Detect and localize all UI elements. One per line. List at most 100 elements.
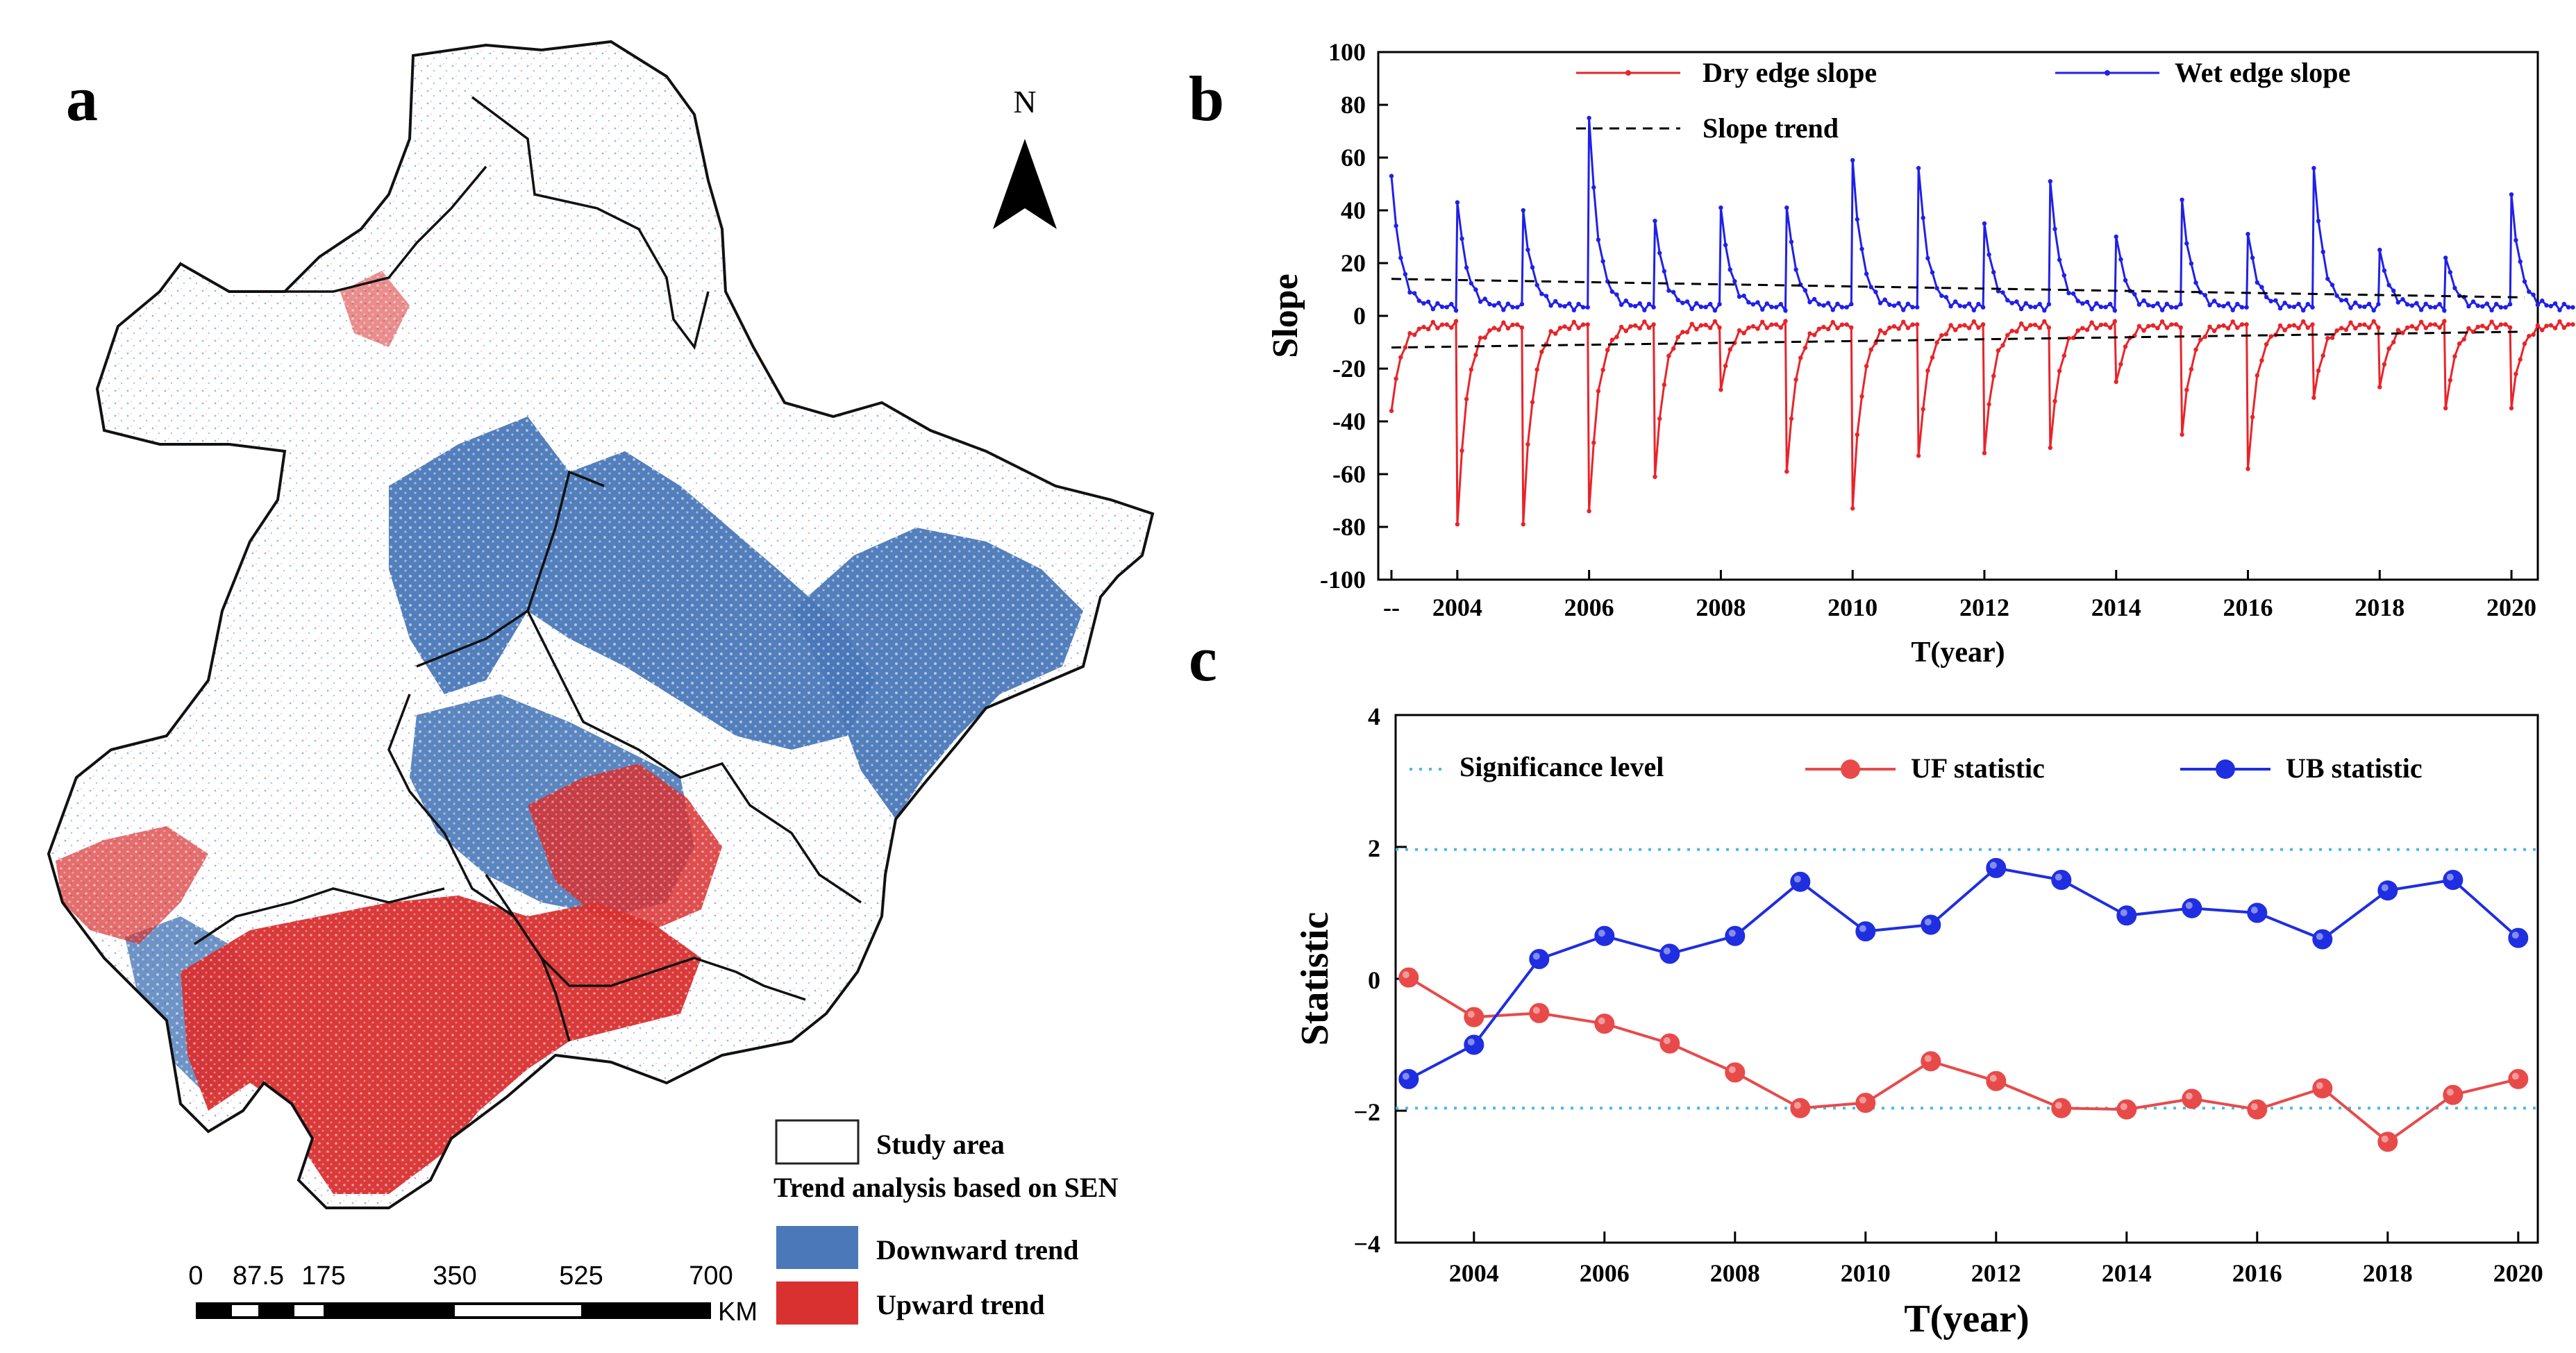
- wet-edge-slope-line-point: [1600, 259, 1605, 264]
- dry-edge-slope-line-point: [1510, 322, 1515, 328]
- dry-edge-slope-line-point: [1943, 332, 1949, 337]
- y-axis-title: Statistic: [1294, 912, 1337, 1046]
- dry-edge-slope-line-point: [2377, 385, 2382, 389]
- dry-edge-slope-line-point: [1784, 469, 1789, 474]
- wet-edge-slope-line-point: [1671, 289, 1676, 294]
- dry-edge-slope-line-point: [2296, 326, 2301, 330]
- wet-edge-slope-line-point: [1469, 280, 1473, 286]
- uf-statistic-point-highlight: [1467, 1011, 1475, 1018]
- dry-edge-slope-line-point: [1916, 453, 1921, 458]
- dry-edge-slope-line-point: [1966, 326, 1972, 330]
- dry-edge-slope-line-point: [2552, 326, 2558, 330]
- uf-statistic-point: [2377, 1132, 2398, 1152]
- wet-edge-slope-line-point: [2005, 298, 2010, 303]
- dry-edge-slope-line-point: [1718, 387, 1723, 392]
- dry-edge-slope-line-point: [1798, 355, 1803, 360]
- wet-edge-slope-line-point: [2418, 308, 2424, 312]
- ub-statistic-point: [1855, 921, 1876, 942]
- dry-edge-slope-line-point: [1825, 326, 1831, 332]
- x-tick-label: 2004: [1449, 1259, 1499, 1287]
- ub-statistic-point: [2247, 902, 2268, 923]
- dry-edge-slope-line-point: [2386, 346, 2391, 351]
- dry-edge-slope-line-point: [2316, 368, 2321, 373]
- dry-edge-slope-line-point: [1394, 376, 1398, 381]
- y-tick-label: -20: [1332, 355, 1366, 383]
- dry-edge-slope-line-point: [1980, 322, 1986, 327]
- panel-a-label: a: [66, 63, 98, 134]
- wet-edge-slope-line-point: [2325, 276, 2330, 281]
- ub-statistic-point: [2182, 898, 2202, 918]
- wet-edge-slope-line-point: [2437, 301, 2442, 307]
- wet-edge-slope-line-point: [2548, 303, 2553, 309]
- wet-edge-slope-line-point: [1539, 292, 1544, 296]
- wet-edge-slope-line-point: [2480, 304, 2485, 309]
- dry-edge-slope-line-point: [2250, 414, 2255, 419]
- ub-statistic-point-highlight: [1402, 1073, 1410, 1080]
- wet-edge-slope-line-point: [2173, 305, 2179, 310]
- wet-edge-slope-line-point: [1844, 305, 1849, 310]
- dry-edge-slope-line-point: [1793, 377, 1798, 382]
- dry-edge-slope-line-point: [2061, 353, 2066, 358]
- dry-edge-slope-line-point: [1455, 522, 1460, 527]
- dry-edge-slope-line-point: [2141, 328, 2146, 333]
- x-tick-label: 2014: [2091, 594, 2141, 621]
- map-legend: Study area Trend analysis based on SEN D…: [773, 1119, 1119, 1325]
- wet-edge-slope-line-point: [1732, 279, 1737, 284]
- scale-unit: KM: [718, 1297, 758, 1327]
- dry-edge-slope-line-point: [2330, 335, 2335, 340]
- ub-statistic-point: [2051, 870, 2072, 890]
- wet-edge-slope-line-point: [2311, 166, 2316, 171]
- dry-edge-slope-line-point: [2080, 326, 2085, 330]
- dry-edge-slope-line-point: [2457, 341, 2462, 346]
- wet-edge-slope-line-point: [1987, 252, 1991, 257]
- dry-edge-slope-line-point: [1567, 326, 1572, 331]
- dry-edge-slope-line-point: [2071, 335, 2076, 340]
- wet-edge-slope-line-point: [1657, 251, 1662, 255]
- wet-edge-slope-line-point: [1662, 269, 1666, 274]
- dry-edge-slope-line-point: [1896, 326, 1901, 331]
- wet-edge-slope-line-point: [2316, 219, 2321, 224]
- wet-edge-slope-line-point: [1567, 301, 1572, 306]
- dry-edge-slope-line-point: [1623, 328, 1628, 333]
- uf-statistic-point-highlight: [1532, 1007, 1540, 1014]
- wet-edge-slope-line-point: [2046, 302, 2052, 307]
- y-tick-label: 0: [1368, 966, 1380, 994]
- study-area-map: [47, 40, 1155, 1209]
- dry-edge-slope-line-point: [1439, 322, 1445, 327]
- wet-edge-slope-line-point: [2141, 298, 2146, 303]
- dry-edge-slope-line-point: [2136, 323, 2142, 328]
- dry-edge-slope-line-point: [2216, 324, 2221, 329]
- wet-edge-slope-line-point: [1398, 255, 1403, 260]
- wet-edge-slope-line-point: [1515, 305, 1520, 310]
- ub-statistic-point-highlight: [1532, 952, 1540, 960]
- uf-statistic-point-highlight: [2381, 1135, 2389, 1143]
- dry-edge-slope-line-point: [2169, 322, 2174, 327]
- wet-edge-slope-line-point: [1773, 305, 1779, 310]
- wet-edge-slope-line-point: [1591, 185, 1596, 190]
- wet-edge-slope-line-point: [2395, 300, 2400, 305]
- wet-edge-slope-line-point: [2566, 305, 2571, 310]
- wet-edge-slope-line-point: [2400, 296, 2405, 302]
- x-tick-label: 2006: [1580, 1259, 1630, 1287]
- ub-statistic-point-highlight: [2250, 907, 2258, 914]
- dry-edge-slope-line-point: [2418, 319, 2424, 324]
- dry-edge-slope-line-point: [1530, 400, 1535, 405]
- wet-edge-slope-line-point: [1737, 294, 1742, 299]
- dry-edge-slope-line-point: [2301, 319, 2306, 324]
- legend-trend-label: Slope trend: [1703, 112, 1839, 144]
- dry-edge-slope-line-point: [1653, 474, 1657, 479]
- wet-edge-slope-line-point: [2071, 291, 2076, 296]
- dry-edge-slope-line-point: [1882, 330, 1887, 336]
- dry-edge-slope-line-point: [2484, 326, 2490, 331]
- dry-edge-slope-line-point: [2282, 328, 2287, 333]
- wet-edge-slope-line-point: [1760, 307, 1765, 312]
- wet-edge-slope-line-point: [2042, 308, 2047, 313]
- ub-statistic-line: [1407, 866, 2520, 1081]
- north-label: N: [1013, 84, 1036, 119]
- wet-edge-slope-line-point: [1444, 305, 1449, 310]
- wet-edge-slope-line-point: [2103, 305, 2108, 310]
- dry-edge-slope-line-point: [2404, 325, 2410, 330]
- dry-edge-slope-line-point: [1769, 322, 1774, 327]
- uf-statistic-point: [1921, 1051, 1941, 1072]
- wet-edge-slope-line-point: [1530, 265, 1535, 270]
